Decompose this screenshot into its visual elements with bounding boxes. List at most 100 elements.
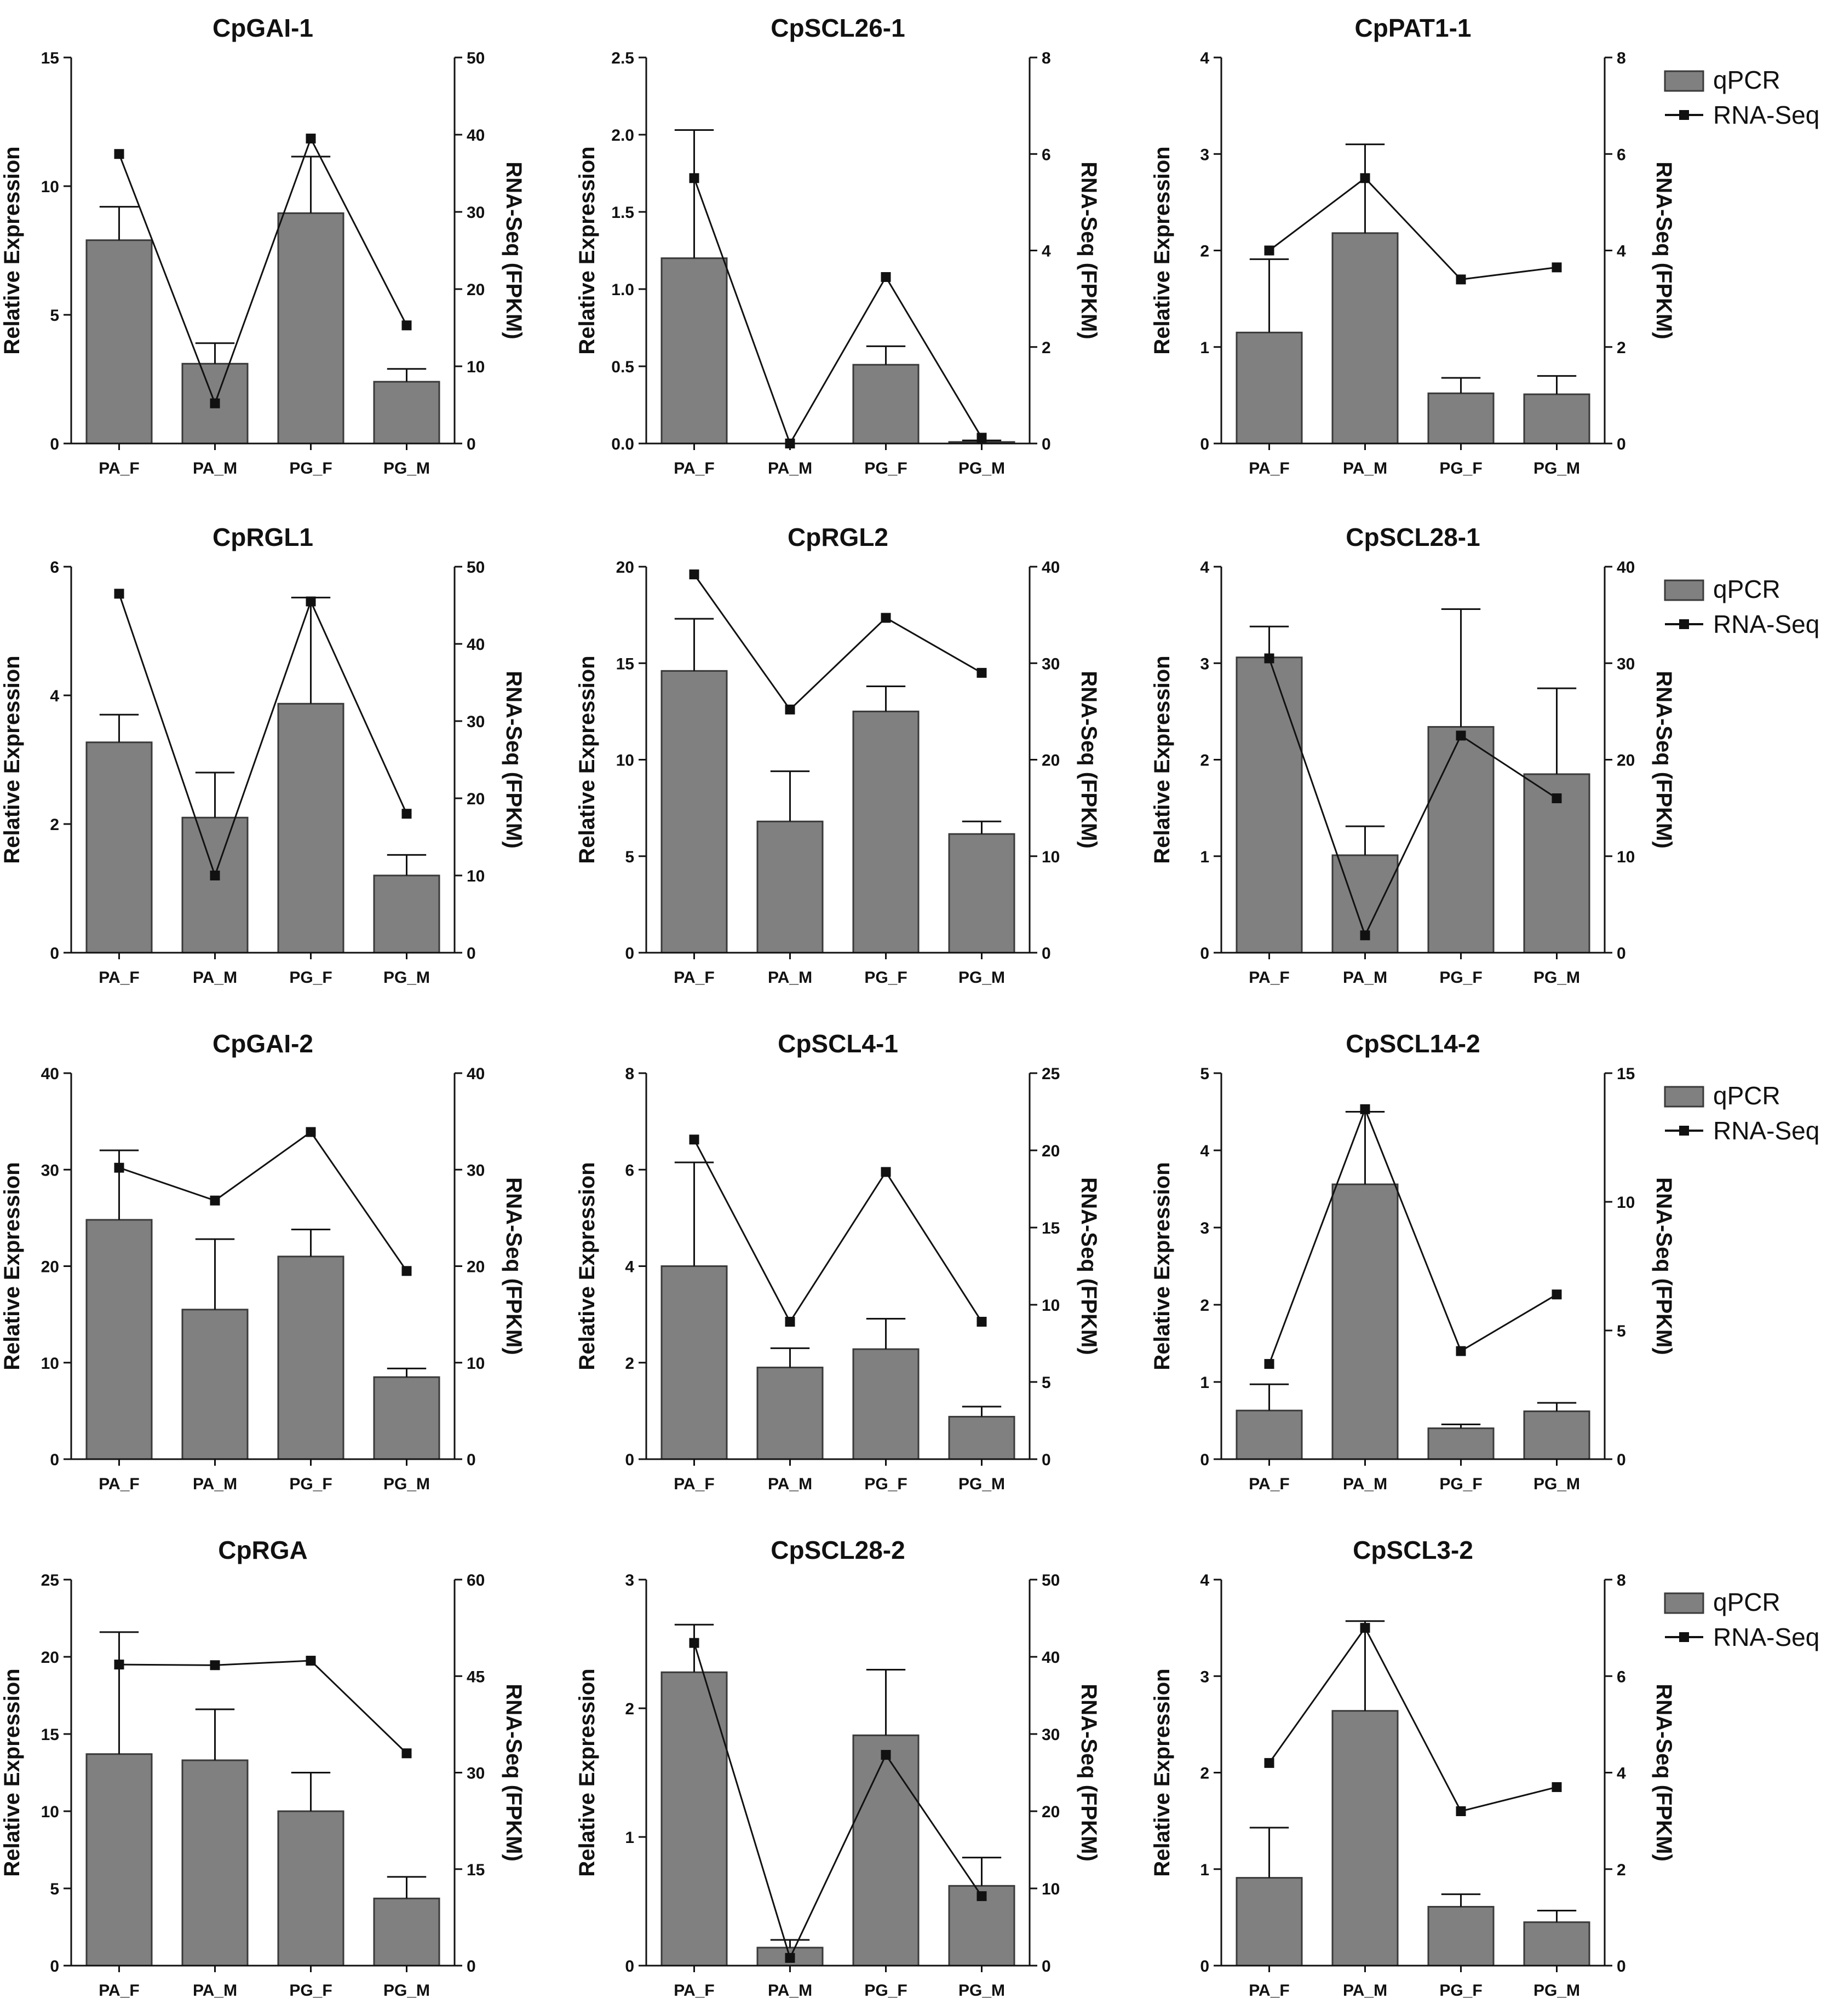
qpcr-bar	[756, 820, 824, 954]
qpcr-bar	[660, 670, 728, 954]
legend-qpcr-label: qPCR	[1713, 1588, 1780, 1616]
chart-title: CpSCL3-2	[1353, 1536, 1473, 1564]
x-tick-label: PG_M	[958, 459, 1005, 477]
right-tick-label: 10	[1042, 1880, 1060, 1898]
rnaseq-point	[1456, 730, 1466, 741]
right-tick-label: 30	[1042, 655, 1060, 673]
rnaseq-point	[401, 809, 412, 819]
qpcr-bar	[1523, 1410, 1590, 1460]
right-tick-label: 20	[1042, 1142, 1060, 1160]
chart-title: CpGAI-2	[212, 1029, 313, 1058]
x-tick-label: PG_M	[958, 1982, 1005, 2000]
x-tick-label: PG_M	[383, 969, 430, 987]
rnaseq-point	[1456, 1346, 1466, 1356]
right-tick-label: 20	[1042, 752, 1060, 770]
qpcr-bar	[1427, 1427, 1495, 1460]
right-axis-label: RNA-Seq (FPKM)	[502, 671, 526, 848]
legend-rnaseq-label: RNA-Seq	[1713, 610, 1819, 638]
x-tick-label: PG_F	[864, 459, 907, 477]
left-tick-label: 20	[41, 1258, 59, 1276]
rnaseq-point	[976, 1317, 987, 1327]
right-tick-label: 40	[467, 1065, 485, 1083]
legend-bar-swatch	[1664, 70, 1704, 92]
left-tick-label: 4	[50, 687, 59, 705]
left-tick-label: 1	[1200, 1861, 1209, 1879]
rnaseq-point	[210, 1195, 220, 1206]
left-tick-label: 5	[625, 848, 634, 866]
left-tick-label: 2	[1200, 1297, 1209, 1315]
x-tick-label: PA_M	[768, 969, 812, 987]
right-tick-label: 0	[467, 1451, 476, 1469]
rnaseq-point	[785, 1952, 795, 1963]
right-tick-label: 5	[1042, 1374, 1051, 1392]
rnaseq-point	[114, 589, 124, 599]
left-tick-label: 1.0	[611, 281, 634, 299]
qpcr-bar	[660, 1265, 728, 1460]
left-tick-label: 5	[1200, 1065, 1209, 1083]
left-tick-label: 20	[616, 558, 634, 577]
legend-qpcr-label: qPCR	[1713, 66, 1780, 94]
left-tick-label: 5	[50, 307, 59, 325]
qpcr-bar	[181, 1759, 249, 1967]
right-tick-label: 30	[1617, 655, 1635, 673]
rnaseq-line	[118, 593, 407, 878]
right-tick-label: 50	[467, 49, 485, 67]
rnaseq-point	[881, 272, 891, 282]
left-tick-label: 0	[625, 1451, 634, 1469]
rnaseq-point	[1264, 1758, 1274, 1768]
right-tick-label: 40	[1042, 558, 1060, 577]
left-tick-label: 3	[1200, 655, 1209, 673]
left-tick-label: 2	[625, 1355, 634, 1373]
qpcr-bar	[373, 874, 440, 954]
qpcr-bar	[1523, 773, 1590, 954]
right-tick-label: 2	[1617, 339, 1626, 357]
legend-line-marker	[1679, 619, 1689, 629]
qpcr-bar	[660, 257, 728, 445]
qpcr-bar	[1523, 393, 1590, 445]
rnaseq-point	[1456, 1806, 1466, 1816]
right-tick-label: 30	[467, 713, 485, 731]
qpcr-bar	[1236, 1877, 1303, 1967]
rnaseq-point	[114, 149, 124, 159]
left-tick-label: 40	[41, 1065, 59, 1083]
right-tick-label: 0	[1042, 1957, 1051, 1975]
left-tick-label: 0	[1200, 1957, 1209, 1975]
x-tick-label: PG_M	[383, 1982, 430, 2000]
qpcr-bar	[852, 1734, 920, 1967]
right-tick-label: 8	[1617, 1571, 1626, 1589]
rnaseq-line	[1268, 1626, 1557, 1812]
right-axis-label: RNA-Seq (FPKM)	[1652, 1684, 1676, 1861]
right-tick-label: 0	[1617, 944, 1626, 963]
x-tick-label: PA_F	[99, 459, 139, 477]
legend-rnaseq-label: RNA-Seq	[1713, 101, 1819, 129]
right-axis-label: RNA-Seq (FPKM)	[502, 162, 526, 339]
left-tick-label: 0.0	[611, 435, 634, 453]
legend-line-marker	[1679, 110, 1689, 120]
right-tick-label: 20	[1042, 1803, 1060, 1821]
rnaseq-point	[976, 667, 987, 678]
rnaseq-point	[1552, 1782, 1562, 1792]
left-tick-label: 4	[1200, 1571, 1209, 1589]
rnaseq-point	[881, 1167, 891, 1177]
rnaseq-point	[306, 134, 316, 144]
qpcr-bar	[852, 1348, 920, 1460]
right-tick-label: 40	[1042, 1649, 1060, 1667]
rnaseq-point	[1552, 1289, 1562, 1300]
x-tick-label: PA_M	[1343, 1982, 1387, 2000]
left-tick-label: 5	[50, 1880, 59, 1898]
left-tick-label: 0	[625, 1957, 634, 1975]
right-tick-label: 40	[1617, 558, 1635, 577]
x-tick-label: PA_M	[1343, 1475, 1387, 1493]
rnaseq-point	[1264, 1359, 1274, 1369]
right-tick-label: 20	[467, 790, 485, 808]
left-tick-label: 1	[1200, 1374, 1209, 1392]
left-tick-label: 20	[41, 1649, 59, 1667]
qpcr-bar	[277, 702, 344, 954]
right-tick-label: 0	[1617, 435, 1626, 453]
left-axis-label: Relative Expression	[575, 1162, 599, 1370]
rnaseq-point	[1360, 1623, 1370, 1633]
legend: qPCR RNA-Seq	[1664, 66, 1819, 129]
chart-title: CpSCL28-1	[1346, 523, 1480, 551]
left-tick-label: 3	[1200, 146, 1209, 164]
qpcr-bar	[181, 816, 249, 954]
